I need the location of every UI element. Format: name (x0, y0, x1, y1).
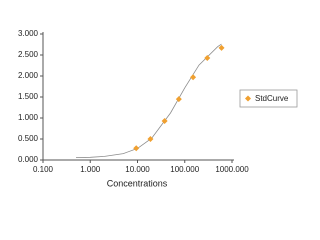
x-tick-label: 100.000 (170, 165, 199, 174)
y-tick-label: 0.000 (18, 155, 39, 164)
y-tick-label: 1.000 (18, 113, 39, 122)
data-point (147, 136, 154, 142)
x-tick-label: 1000.000 (215, 165, 249, 174)
y-tick-label: 0.500 (18, 134, 39, 143)
x-axis-label: Concentrations (107, 178, 168, 188)
x-tick-label: 0.100 (33, 165, 54, 174)
data-point (218, 44, 225, 51)
data-point (133, 145, 140, 152)
data-point (161, 117, 168, 124)
legend-label: StdCurve (255, 94, 289, 103)
data-point (190, 74, 197, 81)
page: {"chart_data": {"type": "scatter", "xlab… (17, 29, 298, 189)
legend-box (239, 89, 298, 108)
data-point (204, 54, 211, 61)
chart: Concentrations 0.000 0.500 1.000 1.500 2.000… (18, 29, 298, 188)
data-point (175, 96, 182, 103)
x-tick-label: 10.000 (125, 165, 150, 174)
y-tick-label: 2.500 (18, 50, 39, 59)
legend-marker (245, 95, 251, 102)
y-tick-label: 1.500 (18, 92, 39, 101)
fit-curve (75, 43, 222, 158)
x-tick-label: 1.000 (80, 165, 101, 174)
y-tick-label: 2.000 (18, 71, 39, 80)
y-tick-label: 3.000 (18, 29, 39, 38)
